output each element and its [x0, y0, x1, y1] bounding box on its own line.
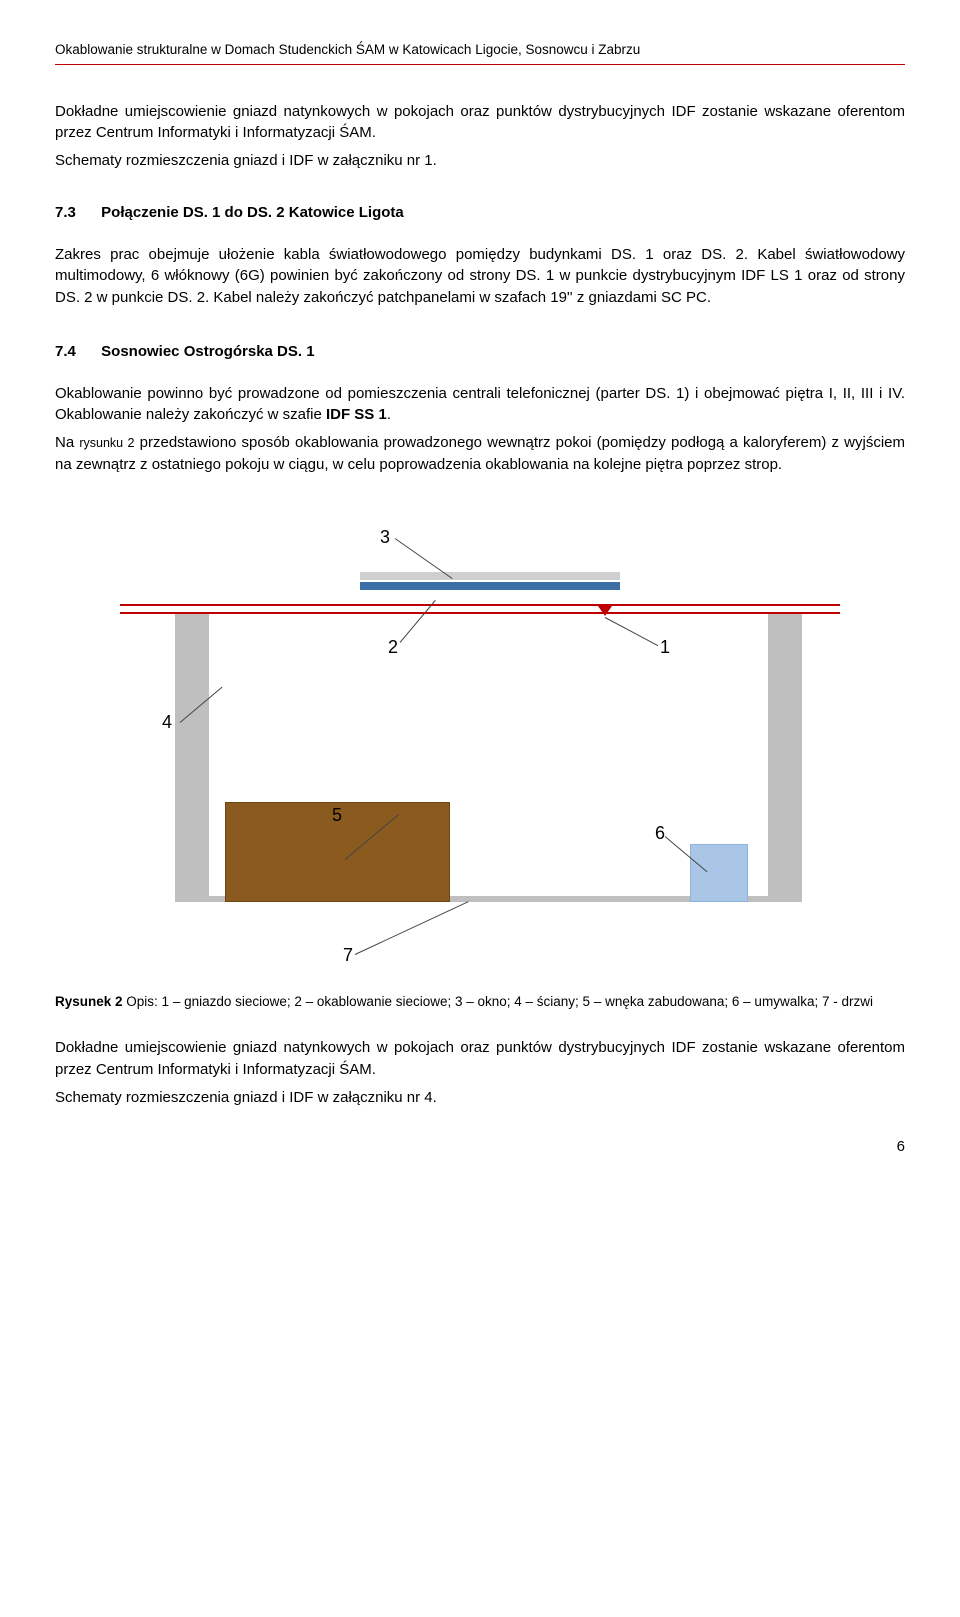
- paragraph-5c: przedstawiono sposób okablowania prowadz…: [55, 434, 905, 473]
- red-line-upper: [120, 604, 840, 606]
- section-7-4-heading: 7.4 Sosnowiec Ostrogórska DS. 1: [55, 341, 905, 363]
- lead-7: [355, 901, 469, 955]
- socket-triangle-icon: [598, 606, 612, 616]
- section-7-3-title: Połączenie DS. 1 do DS. 2 Katowice Ligot…: [101, 204, 404, 221]
- figure-2-caption-bold: Rysunek 2: [55, 994, 123, 1009]
- blue-cable: [360, 582, 620, 590]
- paragraph-4: Okablowanie powinno być prowadzone od po…: [55, 383, 905, 427]
- sink-box: [690, 844, 748, 902]
- right-wall: [768, 612, 802, 902]
- label-3: 3: [380, 524, 390, 550]
- paragraph-5b-small: rysunku 2: [79, 436, 134, 450]
- left-wall: [175, 612, 209, 902]
- page-number: 6: [55, 1136, 905, 1158]
- section-7-3-number: 7.3: [55, 202, 97, 224]
- lead-1: [605, 617, 658, 646]
- paragraph-6: Dokładne umiejscowienie gniazd natynkowy…: [55, 1037, 905, 1081]
- label-2: 2: [388, 634, 398, 660]
- figure-2-caption: Rysunek 2 Opis: 1 – gniazdo sieciowe; 2 …: [55, 992, 905, 1012]
- paragraph-4a: Okablowanie powinno być prowadzone od po…: [55, 385, 905, 424]
- label-5: 5: [332, 802, 342, 828]
- red-line-lower: [120, 612, 840, 614]
- paragraph-4b-bold: IDF SS 1: [326, 406, 387, 423]
- figure-2-caption-rest: Opis: 1 – gniazdo sieciowe; 2 – okablowa…: [123, 994, 873, 1009]
- label-4: 4: [162, 709, 172, 735]
- paragraph-1: Dokładne umiejscowienie gniazd natynkowy…: [55, 101, 905, 145]
- paragraph-2: Schematy rozmieszczenia gniazd i IDF w z…: [55, 150, 905, 172]
- paragraph-3: Zakres prac obejmuje ułożenie kabla świa…: [55, 244, 905, 309]
- label-7: 7: [343, 942, 353, 968]
- paragraph-7: Schematy rozmieszczenia gniazd i IDF w z…: [55, 1087, 905, 1109]
- section-7-3-heading: 7.3 Połączenie DS. 1 do DS. 2 Katowice L…: [55, 202, 905, 224]
- lead-2: [400, 600, 436, 643]
- page-header: Okablowanie strukturalne w Domach Studen…: [55, 40, 905, 65]
- section-7-4-number: 7.4: [55, 341, 97, 363]
- section-7-4-title: Sosnowiec Ostrogórska DS. 1: [101, 343, 314, 360]
- window-frame: [360, 572, 620, 580]
- figure-2-diagram: 3 2 1 4 5 6 7: [120, 524, 840, 964]
- label-6: 6: [655, 820, 665, 846]
- label-1: 1: [660, 634, 670, 660]
- paragraph-5: Na rysunku 2 przedstawiono sposób okablo…: [55, 432, 905, 476]
- paragraph-5a: Na: [55, 434, 79, 451]
- paragraph-4c: .: [387, 406, 391, 423]
